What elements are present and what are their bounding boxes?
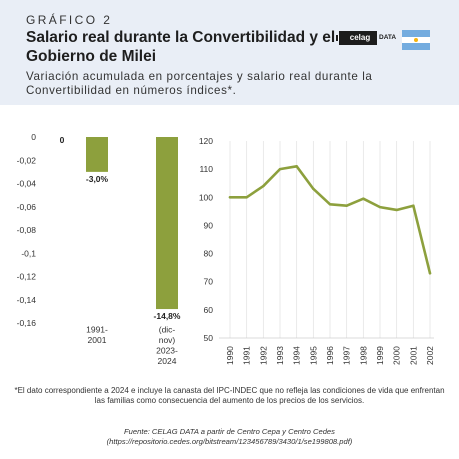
bar-category-label: 2001 (88, 335, 107, 345)
line-y-tick-label: 100 (199, 192, 213, 202)
chart-number: GRÁFICO 2 (26, 13, 113, 27)
bar-y-tick-label: -0,02 (17, 155, 37, 165)
logo-text: celag (339, 31, 377, 45)
line-x-tick-label: 1995 (308, 346, 318, 365)
line-x-tick-label: 1991 (242, 346, 252, 365)
bar-y-tick-label: -0,14 (17, 295, 37, 305)
footnote: *El dato correspondiente a 2024 e incluy… (14, 386, 445, 405)
line-x-tick-label: 1994 (292, 346, 302, 365)
bar-y-tick-label: -0,1 (21, 248, 36, 258)
logo-suffix: DATA (379, 34, 397, 41)
line-x-tick-label: 2002 (425, 346, 435, 365)
argentina-flag-icon (402, 30, 430, 50)
line-y-tick-label: 70 (204, 277, 214, 287)
line-point (428, 272, 432, 275)
line-x-tick-label: 2001 (408, 346, 418, 365)
line-point (262, 184, 265, 188)
line-x-tick-label: 1993 (275, 346, 285, 365)
line-point (378, 205, 382, 209)
line-y-tick-label: 120 (199, 136, 213, 146)
bar-2 (156, 137, 178, 310)
line-point (278, 167, 282, 171)
line-x-tick-label: 1997 (342, 346, 352, 365)
bar-category-label: 2023- (156, 346, 178, 356)
line-point (295, 165, 298, 168)
line-y-tick-label: 90 (204, 220, 214, 230)
bar-y-tick-label: 0 (31, 132, 36, 142)
bar-zero-label: 0 (60, 135, 65, 145)
bar-data-label: -3,0% (86, 174, 109, 184)
source-text: Fuente: CELAG DATA a partir de Centro Ce… (124, 427, 335, 436)
bar-1 (86, 137, 108, 172)
line-x-tick-label: 1998 (358, 346, 368, 365)
line-point (245, 196, 248, 199)
bar-y-tick-label: -0,06 (17, 202, 37, 212)
line-point (412, 204, 415, 207)
line-y-tick-label: 80 (204, 249, 214, 259)
bar-category-label: (dic- (159, 325, 176, 335)
line-point (395, 208, 398, 212)
source-note: Fuente: CELAG DATA a partir de Centro Ce… (14, 427, 445, 447)
page-title: Salario real durante la Convertibilidad … (26, 29, 336, 65)
bar-data-label: -14,8% (154, 311, 181, 321)
celag-data-logo: celag DATA (336, 31, 397, 45)
source-url: (https://repositorio.cedes.org/bitstream… (106, 437, 353, 446)
line-y-tick-label: 110 (199, 164, 213, 174)
bar-y-tick-label: -0,12 (17, 272, 37, 282)
page-subtitle: Variación acumulada en porcentajes y sal… (26, 70, 373, 97)
bar-category-label: 1991- (86, 325, 108, 335)
line-point (228, 196, 232, 199)
line-x-tick-label: 1999 (375, 346, 385, 365)
bar-category-label: 2024 (158, 356, 177, 366)
line-point (345, 204, 348, 207)
bar-y-tick-label: -0,08 (17, 225, 37, 235)
line-point (312, 187, 315, 191)
line-x-tick-label: 1992 (258, 346, 268, 365)
bar-category-label: nov) (159, 335, 176, 345)
line-y-tick-label: 50 (204, 333, 214, 343)
header-panel: GRÁFICO 2 Salario real durante la Conver… (0, 0, 459, 105)
line-y-tick-label: 60 (204, 305, 214, 315)
line-x-tick-label: 1990 (225, 346, 235, 365)
line-x-tick-label: 2000 (392, 346, 402, 365)
line-point (328, 203, 332, 206)
bar-y-tick-label: -0,16 (17, 318, 37, 328)
bar-y-tick-label: -0,04 (17, 179, 37, 189)
line-point (362, 197, 365, 200)
line-x-tick-label: 1996 (325, 346, 335, 365)
